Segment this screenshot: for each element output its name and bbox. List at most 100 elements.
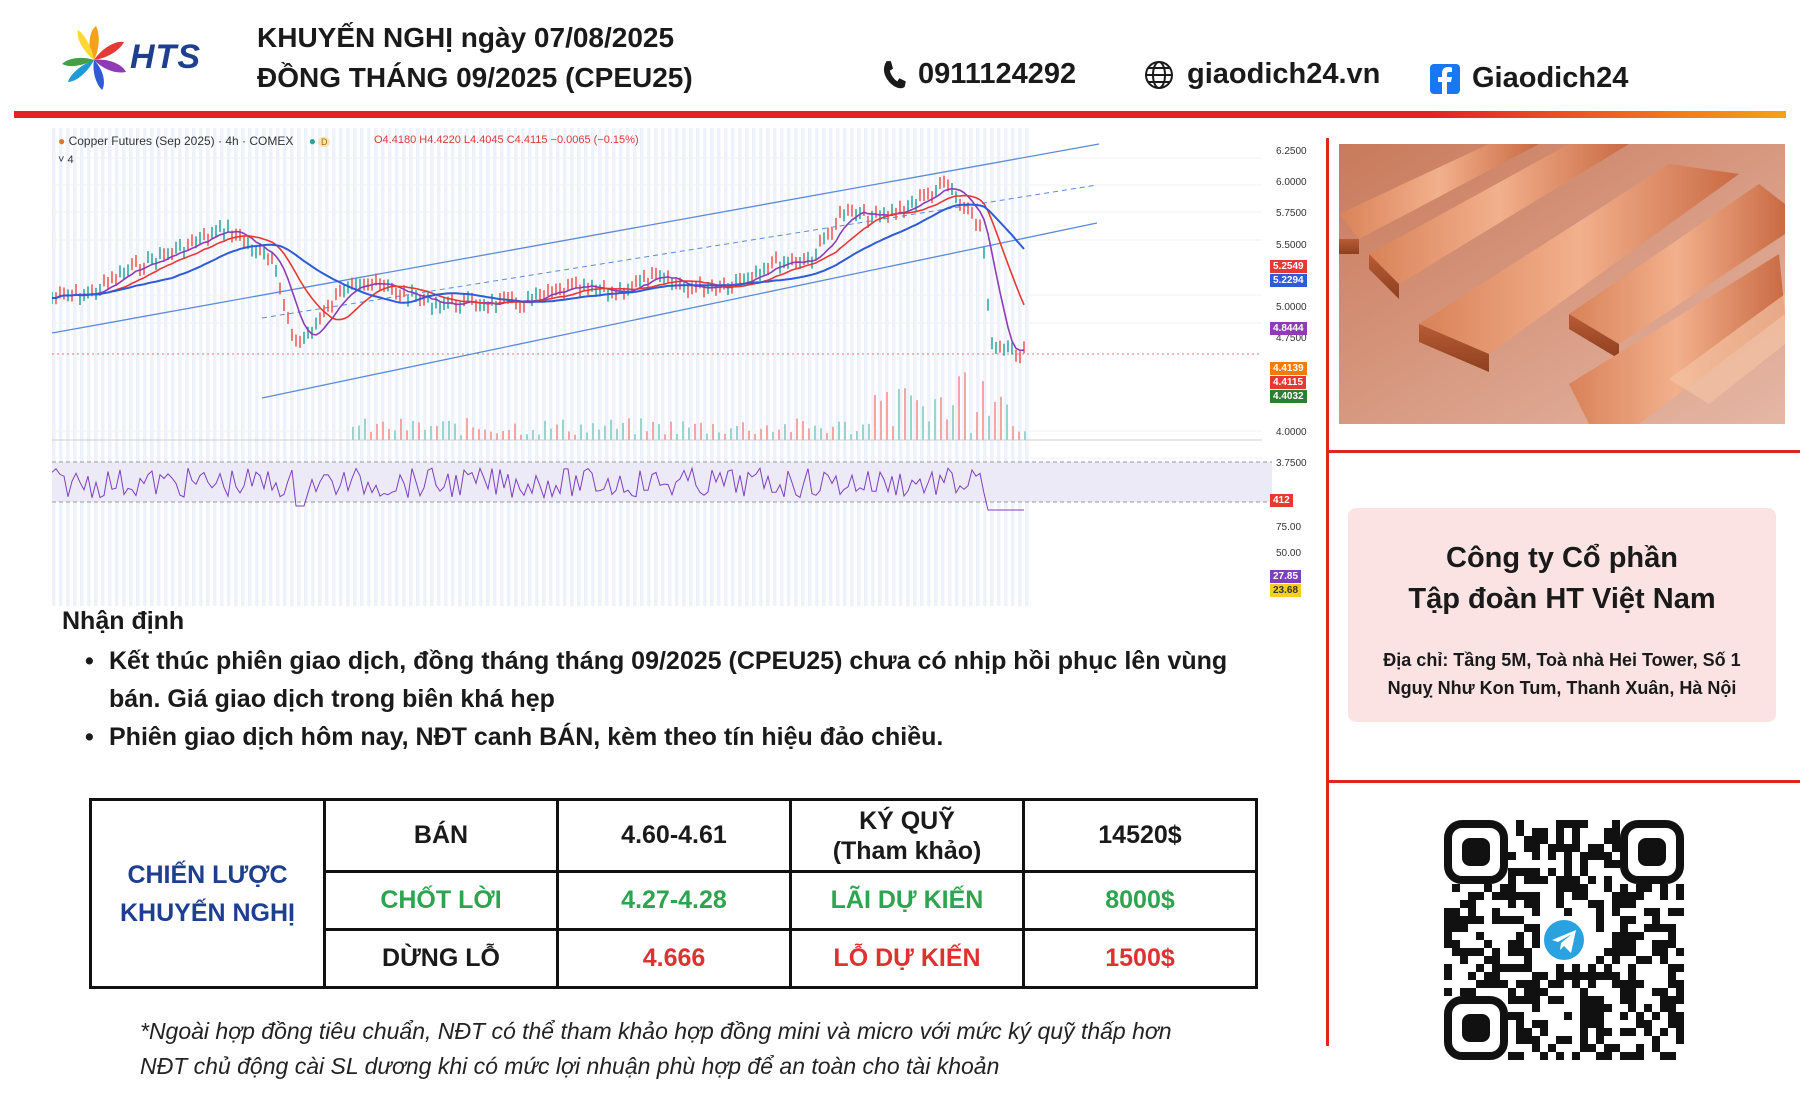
qr-module <box>1524 844 1532 852</box>
session-band <box>542 128 546 606</box>
session-band <box>164 128 168 606</box>
qr-module <box>1620 892 1628 900</box>
session-band <box>304 128 308 606</box>
margin-label: KÝ QUỸ (Tham khảo) <box>789 798 1025 873</box>
qr-module <box>1532 836 1540 844</box>
report-title: KHUYẾN NGHỊ ngày 07/08/2025 <box>257 22 675 53</box>
volume-bar <box>844 421 846 440</box>
qr-module <box>1628 964 1636 972</box>
qr-module <box>1516 1052 1524 1060</box>
qr-module <box>1532 892 1540 900</box>
volume-bar <box>700 422 702 440</box>
qr-module <box>1676 1012 1684 1020</box>
qr-module <box>1596 844 1604 852</box>
qr-module <box>1532 900 1540 908</box>
qr-module <box>1468 988 1476 996</box>
qr-module <box>1676 964 1684 972</box>
session-band <box>710 128 714 606</box>
session-band <box>437 128 441 606</box>
phone-icon <box>883 60 906 88</box>
session-band <box>836 128 840 606</box>
session-band <box>1025 128 1029 606</box>
volume-bar <box>472 427 474 440</box>
qr-module <box>1644 884 1652 892</box>
qr-module <box>1572 1052 1580 1060</box>
qr-module <box>1572 876 1580 884</box>
volume-bar <box>406 430 408 440</box>
session-band <box>451 128 455 606</box>
volume-bar <box>424 429 426 440</box>
session-band <box>577 128 581 606</box>
qr-module <box>1500 980 1508 988</box>
facebook-contact[interactable]: Giaodich24 <box>1430 62 1628 95</box>
session-band <box>276 128 280 606</box>
volume-bar <box>952 405 954 440</box>
qr-module <box>1492 948 1500 956</box>
volume-bar <box>592 423 594 440</box>
session-band <box>192 128 196 606</box>
volume-bar <box>874 394 876 440</box>
qr-module <box>1580 820 1588 828</box>
session-band <box>73 128 77 606</box>
volume-bar <box>520 434 522 440</box>
session-band <box>766 128 770 606</box>
qr-module <box>1492 956 1500 964</box>
qr-module <box>1612 908 1620 916</box>
qr-module <box>1524 900 1532 908</box>
qr-module <box>1588 900 1596 908</box>
session-band <box>780 128 784 606</box>
chart-canvas <box>52 128 1272 606</box>
qr-module <box>1468 916 1476 924</box>
qr-module <box>1524 980 1532 988</box>
qr-module <box>1660 940 1668 948</box>
price-tag: 5.2294 <box>1270 274 1307 287</box>
qr-module <box>1564 820 1572 828</box>
qr-module <box>1612 892 1620 900</box>
strategy-label-line: KHUYẾN NGHỊ <box>119 898 295 927</box>
qr-module <box>1620 900 1628 908</box>
qr-module <box>1604 884 1612 892</box>
qr-module <box>1644 956 1652 964</box>
session-band <box>864 128 868 606</box>
qr-module <box>1476 980 1484 988</box>
website-contact[interactable]: giaodich24.vn <box>1143 58 1380 91</box>
qr-module <box>1660 892 1668 900</box>
session-band <box>213 128 217 606</box>
volume-bar <box>454 423 456 440</box>
volume-bar <box>814 425 816 440</box>
qr-module <box>1460 948 1468 956</box>
qr-module <box>1572 820 1580 828</box>
qr-module <box>1580 1044 1588 1052</box>
qr-module <box>1652 1012 1660 1020</box>
indicator-toggle[interactable]: ˅ 4 <box>58 154 74 166</box>
qr-module <box>1556 980 1564 988</box>
qr-module <box>1668 972 1676 980</box>
qr-module <box>1548 980 1556 988</box>
qr-module <box>1508 892 1516 900</box>
session-band <box>675 128 679 606</box>
qr-module <box>1620 1028 1628 1036</box>
qr-module <box>1668 1052 1676 1060</box>
section-divider <box>1326 780 1800 783</box>
qr-module <box>1612 836 1620 844</box>
telegram-qr-code[interactable] <box>1444 820 1684 1060</box>
volume-bar <box>922 406 924 440</box>
qr-module <box>1628 980 1636 988</box>
qr-module <box>1644 924 1652 932</box>
qr-module <box>1620 932 1628 940</box>
take-profit-action: CHỐT LỜI <box>323 870 559 931</box>
session-band <box>332 128 336 606</box>
qr-module <box>1564 860 1572 868</box>
qr-module <box>1548 852 1556 860</box>
qr-module <box>1580 1028 1588 1036</box>
qr-module <box>1516 1028 1524 1036</box>
phone-contact[interactable]: 0911124292 <box>880 58 1076 91</box>
qr-module <box>1588 1044 1596 1052</box>
strategy-label-line: CHIẾN LƯỢC <box>127 860 288 889</box>
qr-module <box>1564 1012 1572 1020</box>
channel-lower-line <box>261 222 1098 399</box>
qr-finder-center <box>1462 838 1490 866</box>
qr-module <box>1540 836 1548 844</box>
copper-bars-image <box>1339 144 1785 424</box>
qr-module <box>1548 844 1556 852</box>
